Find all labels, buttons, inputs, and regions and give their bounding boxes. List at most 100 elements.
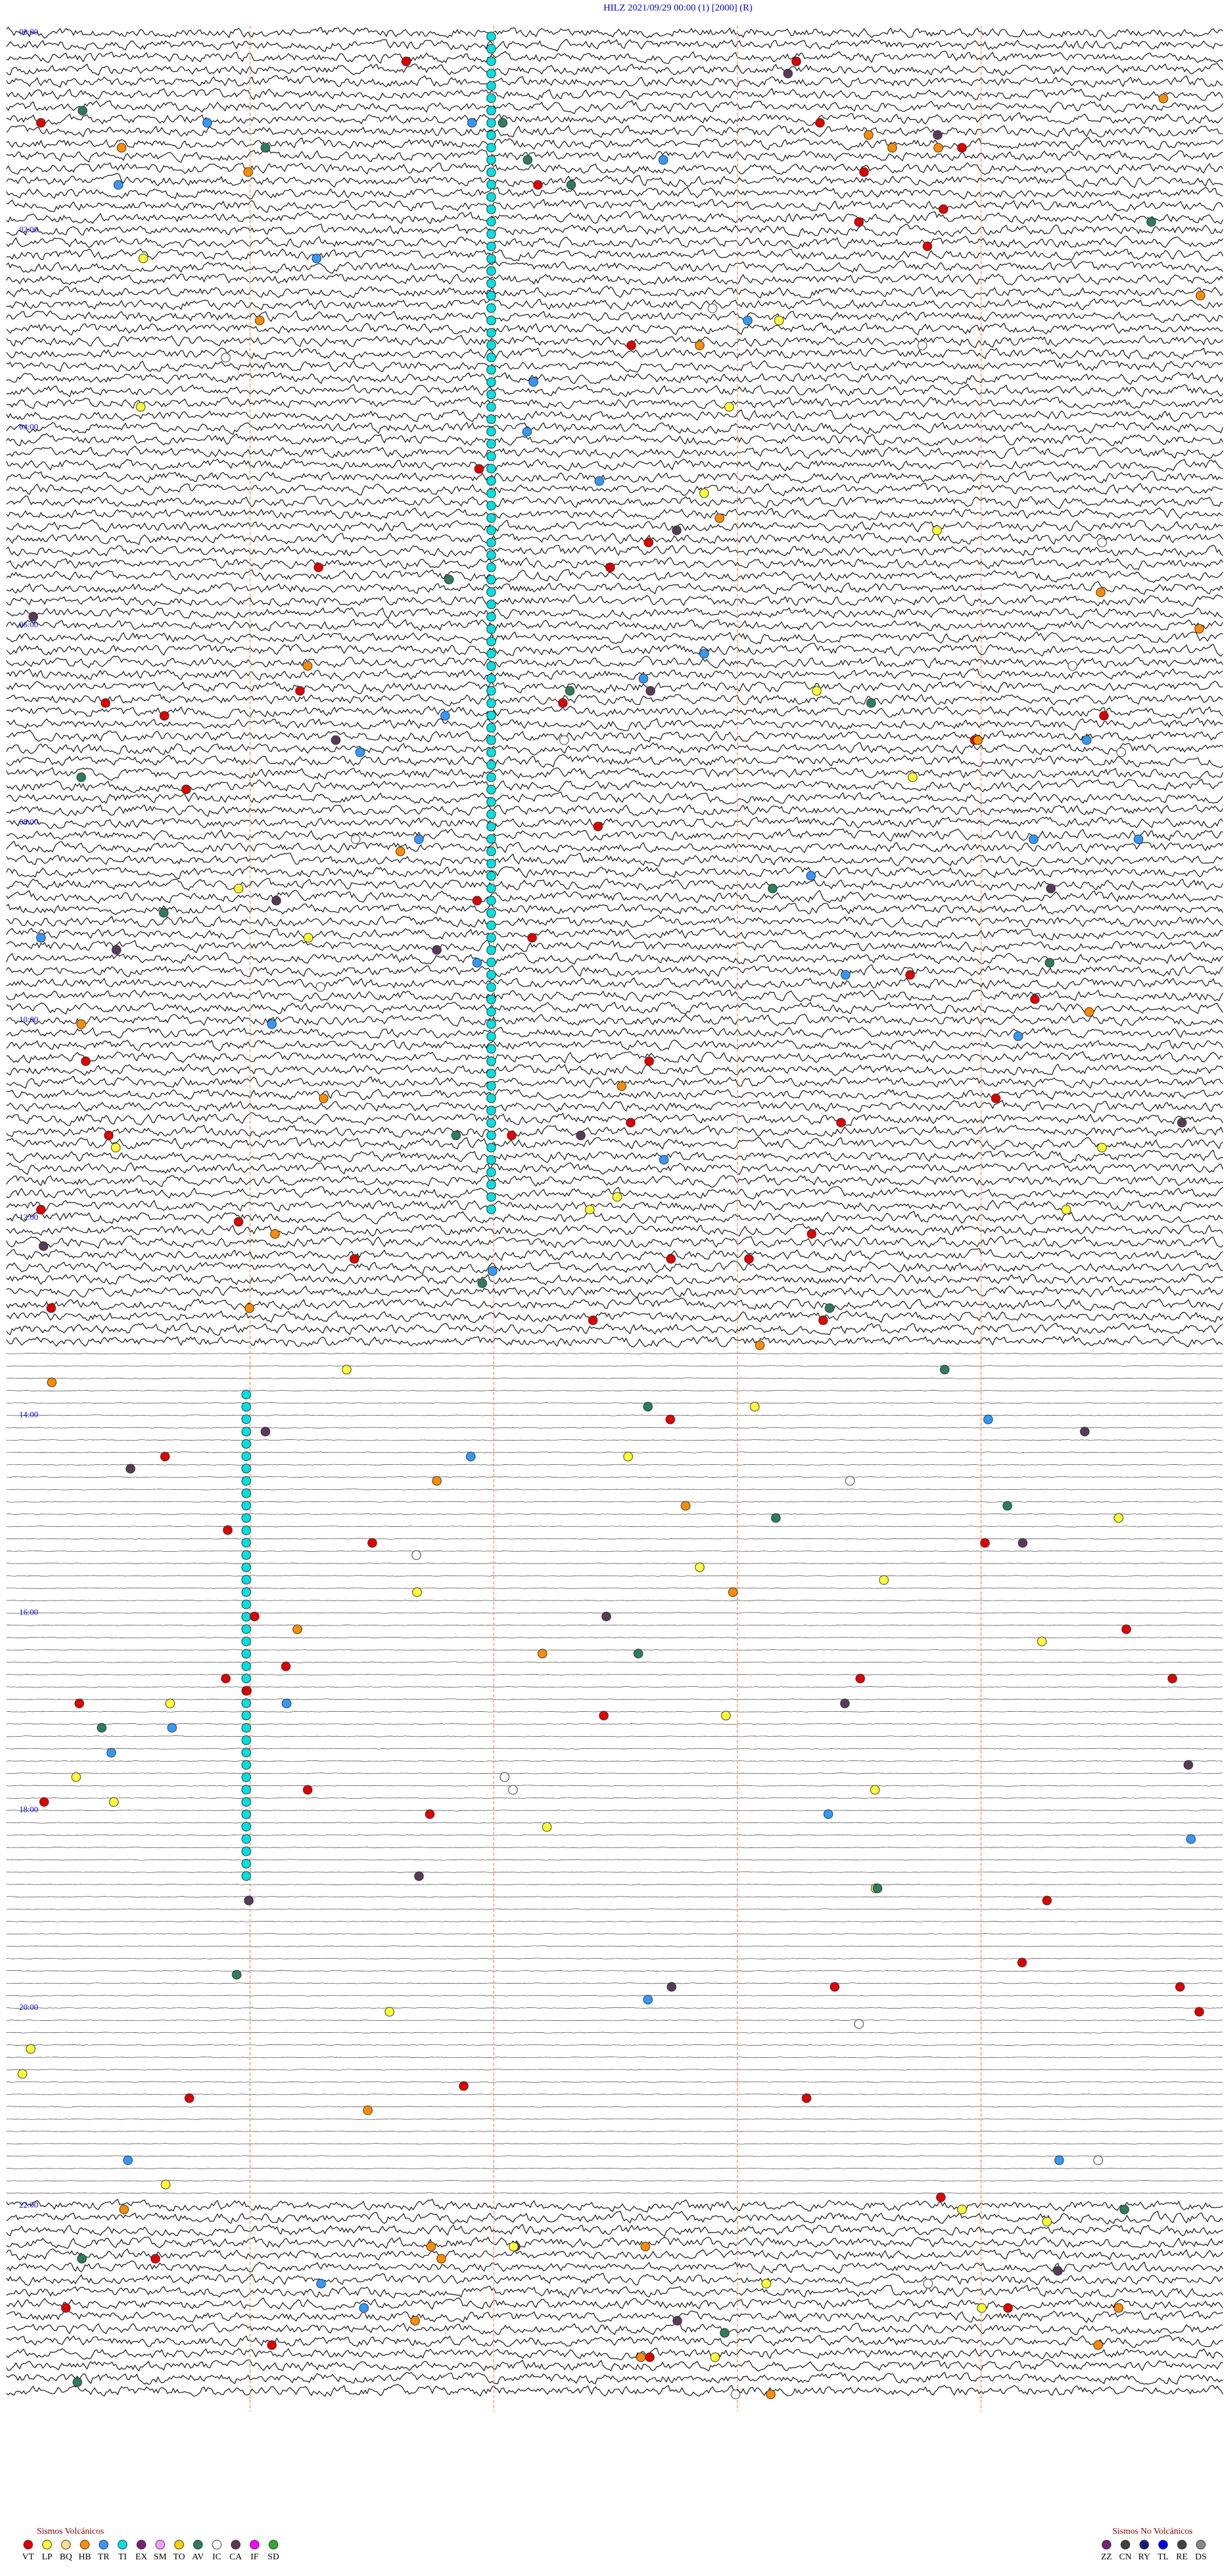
traces — [6, 26, 1224, 2397]
event-dot — [241, 1797, 251, 1807]
trace — [6, 173, 1224, 188]
trace — [6, 1150, 1224, 1164]
event-dot — [498, 118, 508, 128]
trace — [6, 1174, 1224, 1188]
hour-label: 22:00 — [19, 2200, 38, 2209]
event-dot — [395, 846, 405, 857]
event-dot — [1114, 1513, 1124, 1523]
event-dot — [241, 1575, 251, 1584]
trace — [6, 1970, 1224, 1972]
event-dot — [486, 760, 496, 770]
event-dot — [241, 1451, 251, 1461]
event-dot — [241, 1501, 251, 1511]
legend-swatch — [193, 2540, 203, 2550]
trace — [6, 409, 1224, 422]
trace — [6, 1834, 1223, 1837]
event-dot — [161, 2179, 171, 2190]
trace — [6, 1402, 1224, 1404]
event-dot — [486, 871, 496, 881]
event-dot — [699, 649, 709, 659]
event-dot — [870, 1785, 880, 1795]
event-dot — [666, 1254, 676, 1264]
event-dot — [138, 253, 148, 264]
event-dot — [486, 192, 496, 202]
event-dot — [486, 883, 496, 894]
event-dot — [17, 2069, 28, 2079]
event-dot — [486, 723, 496, 733]
event-dot — [845, 1476, 855, 1486]
event-dot — [233, 1217, 244, 1227]
trace — [6, 1587, 1224, 1589]
event-dot — [109, 1797, 119, 1807]
event-dot — [486, 821, 496, 832]
trace — [6, 890, 1224, 904]
event-dot — [184, 2093, 194, 2103]
hour-label: 00:00 — [19, 27, 38, 36]
event-dot — [626, 340, 636, 351]
event-dot — [812, 686, 822, 696]
event-dot — [486, 241, 496, 251]
event-dot — [486, 711, 496, 720]
event-dot — [104, 1130, 114, 1141]
hour-label: 12:00 — [19, 1212, 38, 1222]
event-dot — [1002, 1501, 1012, 1511]
event-dot — [486, 747, 496, 757]
trace — [6, 2093, 1224, 2096]
event-dot — [815, 118, 825, 128]
event-dot — [486, 1180, 496, 1190]
event-dot — [486, 253, 496, 264]
trace — [6, 136, 1224, 151]
trace — [6, 1908, 1224, 1910]
event-dot — [232, 1970, 242, 1980]
event-dot — [486, 1118, 496, 1128]
legend-swatch — [23, 2540, 33, 2550]
events — [17, 31, 1206, 2399]
trace — [6, 458, 1224, 472]
event-dot — [720, 2328, 730, 2338]
trace — [6, 2180, 1224, 2182]
trace — [6, 1612, 1224, 1614]
event-dot — [695, 1562, 705, 1572]
trace — [6, 1426, 1224, 1428]
event-dot — [508, 2241, 519, 2252]
trace — [6, 1100, 1224, 1114]
trace — [6, 1822, 1224, 1824]
event-dot — [840, 970, 851, 980]
event-dot — [1194, 624, 1204, 634]
event-dot — [566, 180, 576, 190]
event-dot — [559, 735, 569, 745]
trace — [6, 125, 1223, 138]
event-dot — [617, 1081, 627, 1091]
event-dot — [761, 2279, 771, 2289]
event-dot — [244, 1303, 255, 1313]
trace — [6, 2199, 1224, 2213]
trace — [6, 778, 1224, 793]
event-dot — [267, 1019, 277, 1029]
trace — [6, 88, 1224, 101]
event-dot — [281, 1698, 292, 1709]
event-dot — [76, 772, 86, 782]
event-dot — [922, 241, 933, 251]
event-dot — [1119, 2204, 1130, 2215]
legend-swatch — [1139, 2540, 1149, 2550]
event-dot — [593, 821, 603, 832]
trace — [6, 2272, 1224, 2287]
event-dot — [167, 1723, 177, 1733]
event-dot — [791, 56, 801, 67]
event-dot — [486, 1192, 496, 1202]
event-dot — [295, 686, 305, 696]
legend: Sismos Volcánicos VT LP BQ HB TR TI EX SM TO AV IC C… — [22, 2527, 1207, 2562]
legend-code: TO — [173, 2552, 185, 2562]
event-dot — [486, 858, 496, 869]
event-dot — [508, 1785, 518, 1795]
legend-code: RY — [1138, 2552, 1151, 2562]
event-dot — [116, 143, 127, 153]
event-dot — [36, 1205, 46, 1215]
event-dot — [28, 612, 38, 622]
event-dot — [695, 340, 705, 351]
event-dot — [241, 1414, 251, 1425]
event-dot — [486, 1093, 496, 1103]
event-dot — [432, 1476, 442, 1486]
event-dot — [486, 537, 496, 548]
